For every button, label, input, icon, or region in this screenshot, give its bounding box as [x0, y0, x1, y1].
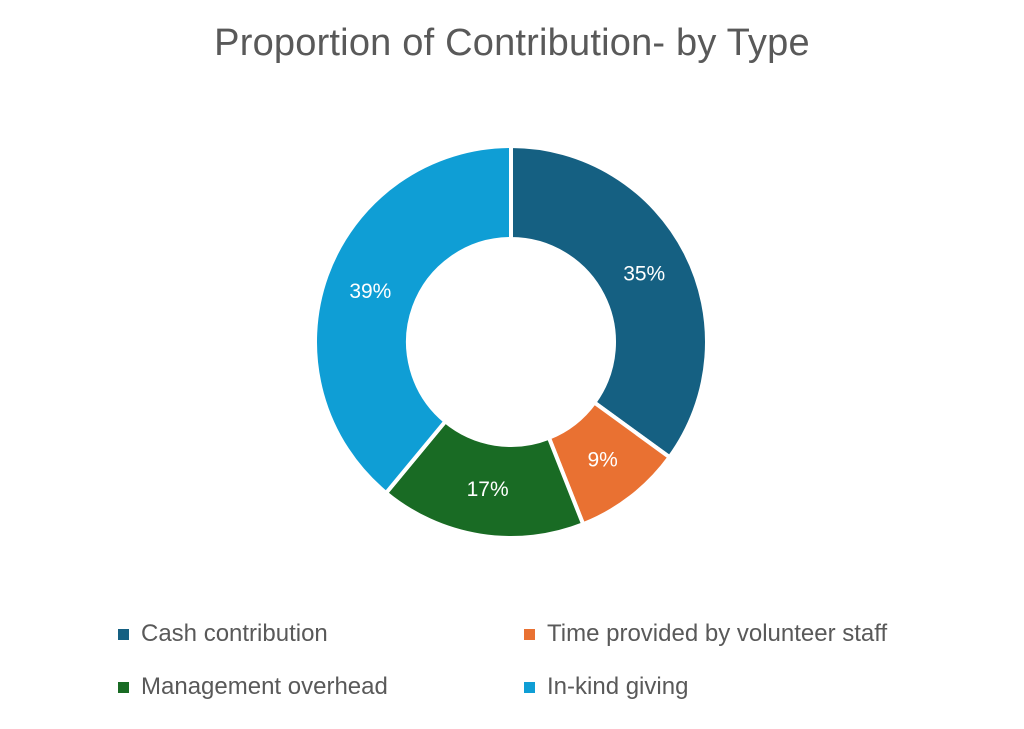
data-label-time-provided-by-volunteer-staff: 9% [587, 449, 617, 472]
data-label-cash-contribution: 35% [623, 263, 665, 286]
donut-slice-cash-contribution [509, 143, 709, 461]
donut-data-labels: 35% 9% 17% 39% [349, 263, 665, 502]
donut-slice-in-kind-giving [313, 143, 513, 496]
chart-title: Proportion of Contribution- by Type [214, 22, 810, 64]
donut-slices [313, 143, 709, 540]
data-label-management-overhead: 17% [467, 478, 509, 501]
data-label-in-kind-giving: 39% [349, 280, 391, 303]
